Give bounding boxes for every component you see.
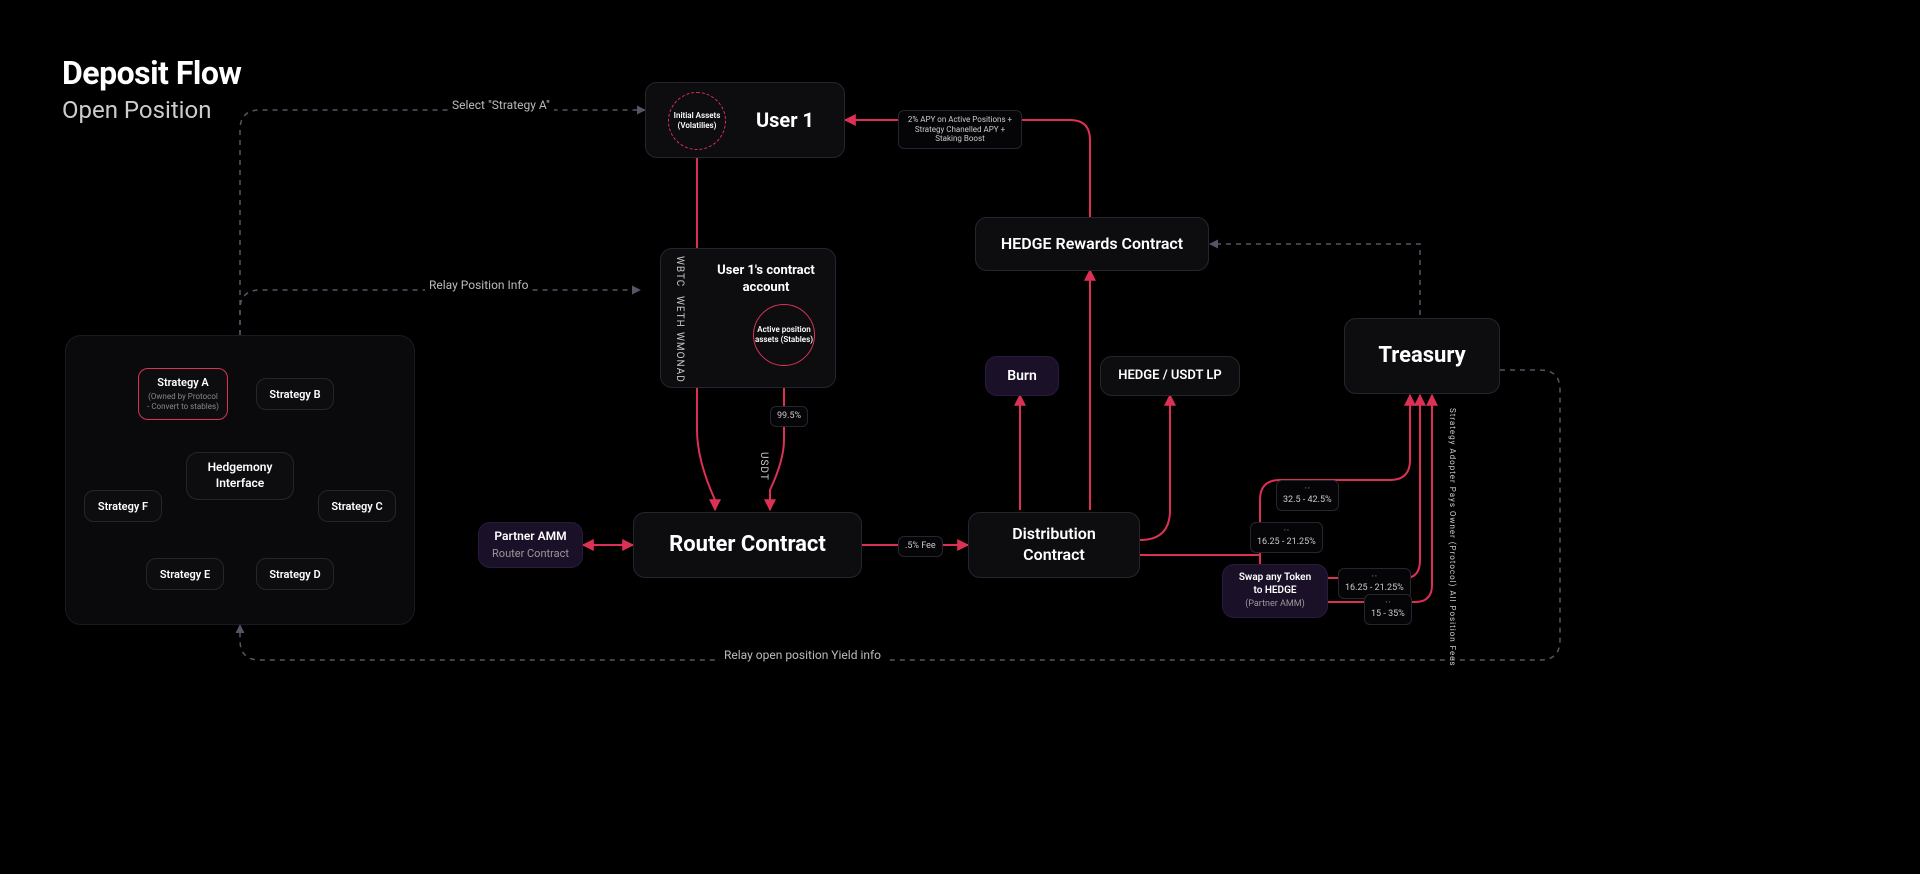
token-wbtc: WBTC (674, 256, 685, 287)
strategy-a: Strategy A (Owned by Protocol - Convert … (138, 368, 228, 420)
burn-node: Burn (985, 356, 1059, 396)
title-main: Deposit Flow (62, 54, 241, 92)
label-relay-position: Relay Position Info (425, 278, 532, 292)
label-select-strategy: Select "Strategy A" (448, 98, 554, 112)
title-sub: Open Position (62, 96, 241, 124)
partner-amm-node: Partner AMM Router Contract (478, 522, 583, 568)
strategy-f: Strategy F (84, 490, 162, 522)
badge-r2: 16.25 - 21.25% (1250, 522, 1323, 553)
strategy-b: Strategy B (256, 378, 334, 410)
token-weth: WETH (674, 296, 685, 328)
active-position-circle: Active position assets (Stables) (753, 304, 815, 366)
badge-r4: 15 - 35% (1364, 594, 1412, 625)
page-title: Deposit Flow Open Position (62, 54, 241, 124)
interface-node: Hedgemony Interface (186, 452, 294, 500)
strategy-d: Strategy D (256, 558, 334, 590)
lp-node: HEDGE / USDT LP (1100, 356, 1240, 396)
badge-fee: .5% Fee (898, 536, 943, 557)
badge-995: 99.5% (770, 406, 808, 427)
user1-assets-circle: Initial Assets (Volatilies) (668, 92, 726, 150)
router-node: Router Contract (633, 512, 862, 578)
strategy-c: Strategy C (318, 490, 396, 522)
treasury-node: Treasury (1344, 318, 1500, 394)
contract-account-label: User 1's contract account (711, 263, 821, 297)
label-treasury-side: Strategy Adopter Pays Owner (Protocol) A… (1448, 408, 1457, 667)
badge-apy-rewards: 2% APY on Active Positions + Strategy Ch… (898, 110, 1022, 149)
label-usdt: USDT (758, 452, 769, 481)
token-wmonad: WMONAD (674, 332, 685, 383)
swap-node: Swap any Token to HEDGE (Partner AMM) (1222, 564, 1328, 618)
distribution-node: Distribution Contract (968, 512, 1140, 578)
strategy-e: Strategy E (146, 558, 224, 590)
rewards-node: HEDGE Rewards Contract (975, 217, 1209, 271)
label-relay-yield: Relay open position Yield info (720, 648, 885, 662)
user1-label: User 1 (756, 107, 814, 133)
badge-r1: 32.5 - 42.5% (1276, 480, 1339, 511)
